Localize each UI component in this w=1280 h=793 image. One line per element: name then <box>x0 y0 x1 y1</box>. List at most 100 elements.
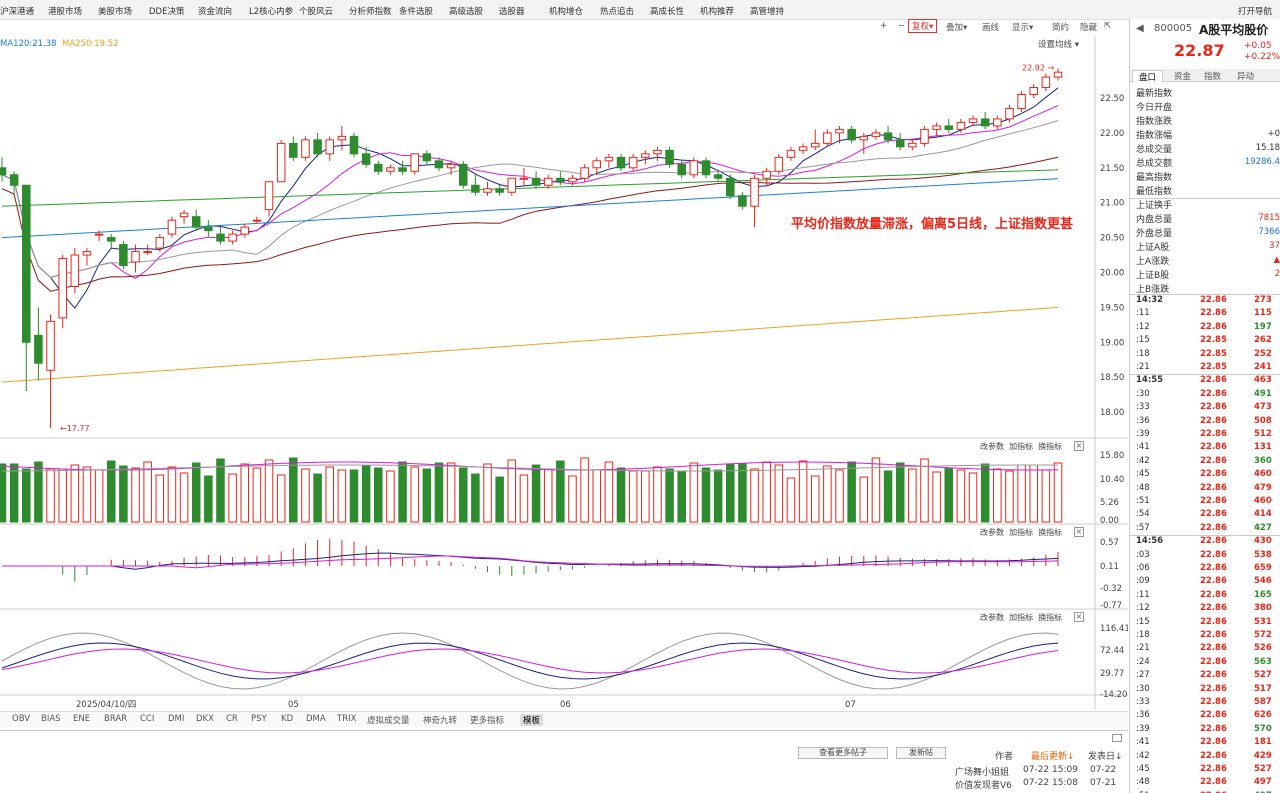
candle-body <box>556 177 565 183</box>
sidebar-tab[interactable]: 盘口 <box>1132 70 1164 83</box>
tick-volume: 463 <box>1254 375 1272 386</box>
expand-icon[interactable]: ⇱ <box>1104 21 1112 31</box>
candle-body <box>9 174 19 186</box>
candle-body <box>871 132 881 137</box>
indicator-tab[interactable]: BIAS <box>41 714 61 724</box>
indicator-tab[interactable]: DKX <box>196 714 214 724</box>
open-nav-link[interactable]: 打开导航 <box>1237 7 1272 17</box>
tick-volume: 197 <box>1254 321 1272 332</box>
change-param-link[interactable]: 改参数 <box>980 613 1004 622</box>
y-tick-label: 21.50 <box>1100 164 1124 174</box>
tick-volume: 517 <box>1254 683 1272 694</box>
tick-row: :36 22.86 508 <box>1130 416 1280 429</box>
field-label: 外盘总量 <box>1136 229 1173 239</box>
indicator-tab[interactable]: PSY <box>251 714 267 724</box>
volume-bar <box>34 461 43 523</box>
indicator-tab[interactable]: CCI <box>140 714 155 724</box>
kline-chart[interactable]: 22.50 22.00 21.50 21.00 20.50 20.00 19.50 19.00… <box>0 36 1128 710</box>
zoom-in-button[interactable]: + <box>880 21 888 31</box>
nav-item[interactable]: 沪深港通 <box>0 7 35 17</box>
draw-line-button[interactable]: 画线 <box>982 23 1000 33</box>
indicator-tab[interactable]: 虚拟成交量 <box>367 716 410 726</box>
hide-button[interactable]: 隐藏 <box>1080 23 1098 33</box>
swap-indicator-link[interactable]: 换指标 <box>1038 528 1063 537</box>
change-param-link[interactable]: 改参数 <box>980 528 1004 537</box>
indicator-tab[interactable]: ENE <box>73 714 91 724</box>
display-button[interactable]: 显示▾ <box>1012 23 1034 33</box>
tick-time: :42 <box>1136 750 1150 761</box>
post-author[interactable]: 价值发现者V6 <box>955 781 1012 791</box>
nav-item[interactable]: 港股市场 <box>48 7 83 17</box>
close-icon[interactable]: × <box>1074 612 1084 622</box>
post-author[interactable]: 广场舞小姐姐 <box>955 768 1010 778</box>
nav-item[interactable]: 高成长性 <box>650 7 685 17</box>
nav-item[interactable]: DDE决策 <box>149 7 185 17</box>
tick-row: :45 22.86 460 <box>1130 469 1280 482</box>
sidebar-tab[interactable]: 资金 <box>1174 72 1192 82</box>
indicator-tab[interactable]: CR <box>226 714 238 724</box>
ma-settings-link[interactable]: 设置均线 ▾ <box>1038 40 1079 50</box>
nav-item[interactable]: 分析师指数 <box>349 7 392 17</box>
nav-item[interactable]: 条件选股 <box>399 7 434 17</box>
nav-item[interactable]: 机构推荐 <box>700 7 735 17</box>
indicator-tab[interactable]: DMA <box>306 714 326 724</box>
nav-item[interactable]: 选股器 <box>499 7 525 17</box>
add-indicator-link[interactable]: 加指标 <box>1009 613 1034 622</box>
indicator-tab[interactable]: 模板 <box>520 714 544 726</box>
swap-indicator-link[interactable]: 换指标 <box>1038 442 1063 451</box>
updated-column-header[interactable]: 最后更新↓ <box>1031 752 1075 762</box>
tick-row: :48 22.86 479 <box>1130 483 1280 496</box>
indicator-tab[interactable]: 神奇九转 <box>423 716 458 726</box>
nav-item[interactable]: 资金流向 <box>198 7 233 17</box>
collapse-icon[interactable] <box>1112 734 1122 742</box>
indicator-tab[interactable]: DMI <box>168 714 185 724</box>
more-posts-button[interactable]: 查看更多帖子 <box>798 747 888 759</box>
candle-body <box>131 251 140 263</box>
fuquan-button[interactable]: 复权▾ <box>908 19 938 33</box>
close-icon[interactable]: × <box>1074 527 1084 537</box>
candle-body <box>543 177 553 186</box>
indicator-tab[interactable]: KD <box>281 714 294 724</box>
nav-item[interactable]: 热点追击 <box>600 7 635 17</box>
tick-time: :45 <box>1136 469 1150 480</box>
add-indicator-link[interactable]: 加指标 <box>1009 528 1034 537</box>
add-indicator-link[interactable]: 加指标 <box>1009 442 1034 451</box>
sidebar-tab[interactable]: 指数 <box>1204 72 1222 82</box>
candle-body <box>361 153 371 165</box>
new-post-button[interactable]: 发新帖 <box>896 747 946 759</box>
tick-volume: 460 <box>1254 469 1272 480</box>
candle-body <box>689 160 699 176</box>
candle-body <box>398 167 407 172</box>
indicator-tab[interactable]: BRAR <box>104 714 128 724</box>
simple-button[interactable]: 简约 <box>1052 23 1070 33</box>
field-divider <box>1130 198 1280 199</box>
nav-item[interactable]: 高管增持 <box>750 7 785 17</box>
candle-body <box>641 153 650 158</box>
candle-body <box>46 320 55 371</box>
nav-item[interactable]: 机构增仓 <box>549 7 584 17</box>
swap-indicator-link[interactable]: 换指标 <box>1038 613 1063 622</box>
change-param-link[interactable]: 改参数 <box>980 442 1004 451</box>
candle-body <box>592 160 602 169</box>
volume-bar <box>106 460 116 523</box>
zoom-out-button[interactable]: − <box>898 21 906 31</box>
nav-item[interactable]: 高级选股 <box>449 7 484 17</box>
close-icon[interactable]: × <box>1074 441 1084 451</box>
author-column-header[interactable]: 作者 <box>995 752 1014 762</box>
indicator-tab[interactable]: OBV <box>12 714 31 724</box>
tick-row: :24 22.86 563 <box>1130 657 1280 670</box>
overlay-button[interactable]: 叠加▾ <box>946 23 968 33</box>
indicator-tab[interactable]: TRIX <box>337 714 357 724</box>
x-tick-label: 2025/04/10/四 <box>76 700 136 710</box>
sidebar-tab[interactable]: 异动 <box>1237 72 1255 82</box>
volume-bar <box>786 477 796 523</box>
nav-item[interactable]: 美股市场 <box>98 7 133 17</box>
nav-item[interactable]: L2核心内参 <box>249 7 294 17</box>
indicator-tab[interactable]: 更多指标 <box>470 716 505 726</box>
back-arrow-icon[interactable]: ◀ <box>1136 23 1144 34</box>
tick-time: :51 <box>1136 496 1150 506</box>
nav-item[interactable]: 个股风云 <box>299 7 334 17</box>
date-column-header[interactable]: 发表日↓ <box>1088 752 1123 762</box>
tick-row: :51 22.86 497 <box>1130 791 1280 793</box>
stock-name: A股平均股价 <box>1199 23 1269 37</box>
